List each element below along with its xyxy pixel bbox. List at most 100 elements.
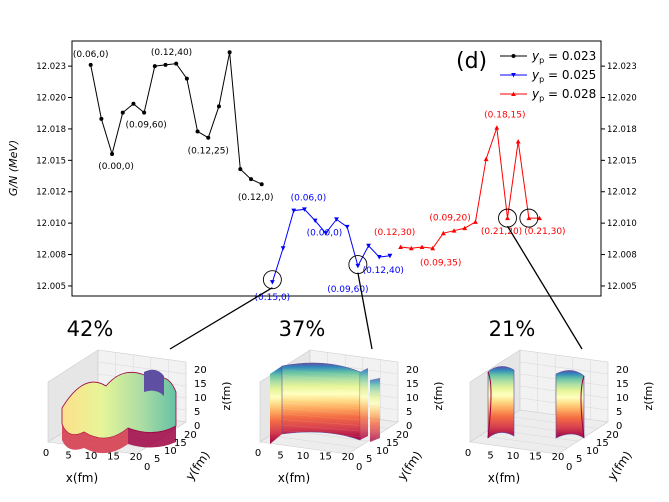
inset-grid [269, 435, 359, 448]
point-annotation: (0.12,0) [238, 193, 274, 203]
series-1 [269, 207, 393, 285]
y-tick-label-right: 12.010 [607, 219, 637, 229]
inset-percent: 42% [67, 317, 114, 341]
inset-x-tick: 20 [342, 452, 355, 463]
point-annotation: (0.12,40) [151, 48, 192, 58]
y-tick-label-right: 12.008 [607, 251, 637, 261]
inset-z-tick: 0 [194, 421, 200, 432]
inset-x-tick: 10 [297, 451, 310, 462]
panel-label: (d) [456, 49, 487, 74]
data-point [408, 245, 414, 251]
inset-x-tick: 0 [255, 448, 261, 459]
inset-x-label: x(fm) [66, 471, 98, 485]
data-point [291, 208, 297, 213]
inset-y-tick: 15 [174, 438, 187, 449]
inset-z-tick: 10 [194, 393, 207, 404]
data-point [206, 135, 211, 140]
inset-y-tick: 15 [596, 438, 609, 449]
data-point [88, 62, 93, 67]
surface-slab [281, 362, 361, 441]
data-point [473, 219, 478, 224]
highlight-circle [262, 270, 282, 290]
y-tick-label-left: 12.005 [36, 282, 66, 292]
inset-z-tick: 10 [616, 393, 629, 404]
y-tick-label-right: 12.012 [607, 188, 637, 198]
y-tick-label-right: 12.005 [607, 282, 637, 292]
data-point [302, 207, 307, 212]
inset-y-label: y(fm) [605, 448, 635, 483]
data-point [131, 101, 136, 106]
inset-z-tick: 20 [194, 365, 207, 376]
inset-y-label: y(fm) [183, 448, 213, 483]
y-tick-label-right: 12.020 [607, 94, 637, 104]
legend-label: yp = 0.025 [531, 68, 596, 84]
point-annotation: (0.00,0) [307, 228, 343, 238]
inset-y-tick: 15 [386, 438, 399, 449]
main-plot: 12.005 12.008 12.010 12.012 12.015 12.018 12.0… [7, 40, 637, 303]
inset-z-tick: 15 [616, 379, 629, 390]
inset-z-tick: 15 [406, 379, 419, 390]
point-annotation: (0.21,20) [481, 227, 522, 237]
inset-x-tick: 20 [130, 452, 143, 463]
surface-tube [555, 370, 585, 439]
connector-line [357, 272, 373, 350]
surface-mesh [281, 402, 361, 410]
series-line [271, 208, 390, 283]
y-tick-label-right: 12.018 [607, 125, 637, 135]
data-point [174, 61, 179, 66]
inset-x-tick: 5 [65, 451, 71, 462]
inset-grid [519, 361, 609, 375]
inset-x-tick: 15 [107, 452, 120, 463]
surface-edge [144, 369, 164, 396]
point-annotation: (0.00,0) [98, 162, 134, 172]
surface-mesh [281, 391, 361, 399]
inset-y-tick: 20 [396, 430, 409, 441]
point-annotation: (0.06,0) [291, 193, 327, 203]
inset-y-tick: 0 [144, 462, 150, 473]
point-annotation: (0.09,60) [125, 121, 166, 131]
surface-mesh [281, 375, 361, 382]
inset-z-tick: 5 [616, 407, 622, 418]
inset-x-tick: 15 [529, 452, 542, 463]
data-point [184, 76, 189, 81]
data-point [430, 245, 436, 251]
surface-mesh [281, 386, 361, 393]
highlight-circle [519, 208, 539, 228]
data-point [505, 215, 510, 221]
y-ticks-left: 12.005 12.008 12.010 12.012 12.015 12.018 12.0… [36, 62, 72, 292]
y-tick-label-left: 12.018 [36, 125, 66, 135]
data-point [142, 110, 147, 115]
data-point [120, 110, 125, 115]
point-annotation: (0.12,25) [188, 147, 229, 157]
surface-side [360, 368, 368, 440]
data-point [238, 167, 243, 172]
connector-line [506, 225, 583, 350]
inset-x-tick: 15 [319, 452, 332, 463]
inset-z-label: z(fm) [642, 382, 655, 411]
data-point [376, 255, 382, 260]
point-annotation: (0.12,40) [363, 266, 404, 276]
data-point [163, 62, 168, 67]
data-point [249, 177, 253, 182]
inset-x-tick: 0 [465, 448, 471, 459]
inset-y-tick: 10 [164, 446, 177, 457]
series-2 [398, 125, 542, 251]
y-tick-label-right: 12.023 [607, 62, 637, 72]
data-point [344, 224, 350, 230]
inset-y-tick: 0 [566, 462, 572, 473]
inset-z-tick: 5 [194, 407, 200, 418]
data-point [99, 116, 104, 121]
inset-grid [479, 435, 569, 448]
point-annotation: (0.12,30) [374, 228, 415, 238]
data-point [269, 280, 275, 285]
surface-mesh [281, 419, 361, 426]
surface-tube [487, 366, 515, 439]
inset-x-tick: 5 [487, 451, 493, 462]
data-point [440, 230, 446, 236]
surface-mesh [281, 397, 361, 404]
data-point [526, 215, 532, 221]
point-annotation: (0.09,60) [327, 285, 368, 295]
